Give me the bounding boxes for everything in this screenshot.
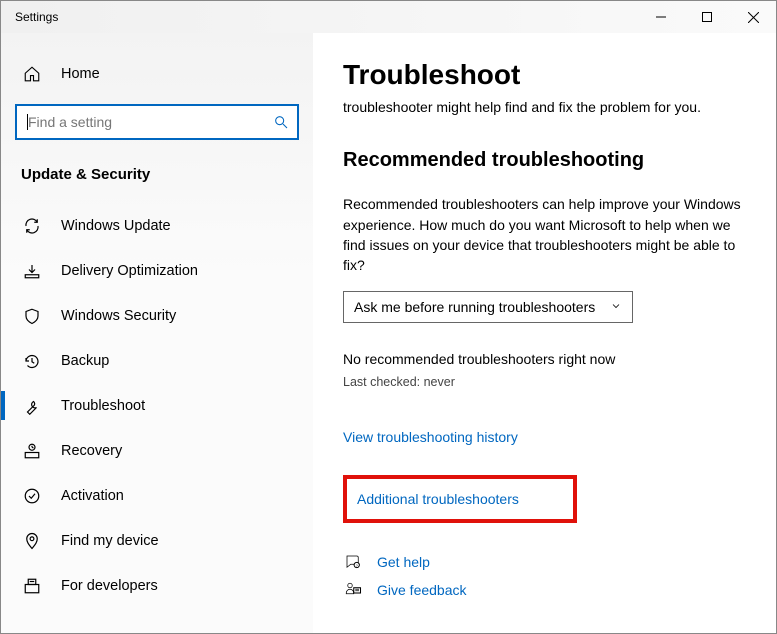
window-title: Settings: [1, 10, 638, 24]
page-title: Troubleshoot: [343, 59, 746, 91]
section-heading: Recommended troubleshooting: [343, 149, 746, 172]
sidebar-item-label: Delivery Optimization: [61, 263, 198, 279]
sidebar-item-label: Activation: [61, 488, 124, 504]
sidebar-item-label: For developers: [61, 578, 158, 594]
chevron-down-icon: [610, 299, 622, 315]
sidebar-item-delivery-optimization[interactable]: Delivery Optimization: [1, 248, 313, 293]
sidebar-item-label: Recovery: [61, 443, 122, 459]
home-icon: [21, 65, 43, 83]
location-icon: [21, 532, 43, 550]
sidebar-item-label: Troubleshoot: [61, 398, 145, 414]
sidebar-item-troubleshoot[interactable]: Troubleshoot: [1, 383, 313, 428]
nav-home[interactable]: Home: [1, 51, 313, 96]
give-feedback-label: Give feedback: [377, 582, 467, 598]
svg-text:?: ?: [356, 564, 358, 568]
sidebar-item-backup[interactable]: Backup: [1, 338, 313, 383]
developers-icon: [21, 577, 43, 595]
sidebar-item-label: Find my device: [61, 533, 159, 549]
chat-icon: ?: [343, 553, 363, 571]
sidebar-item-label: Windows Security: [61, 308, 176, 324]
sidebar-item-windows-security[interactable]: Windows Security: [1, 293, 313, 338]
close-button[interactable]: [730, 1, 776, 33]
backup-icon: [21, 352, 43, 370]
search-box[interactable]: [15, 104, 299, 140]
sidebar-item-find-my-device[interactable]: Find my device: [1, 518, 313, 563]
sidebar-item-recovery[interactable]: Recovery: [1, 428, 313, 473]
search-icon: [273, 114, 289, 130]
sidebar-item-label: Windows Update: [61, 218, 171, 234]
additional-troubleshooters-link[interactable]: Additional troubleshooters: [343, 475, 577, 523]
status-text: No recommended troubleshooters right now: [343, 351, 746, 367]
intro-text: troubleshooter might help find and fix t…: [343, 97, 746, 117]
delivery-icon: [21, 262, 43, 280]
category-header: Update & Security: [1, 160, 313, 203]
minimize-button[interactable]: [638, 1, 684, 33]
sidebar-item-label: Backup: [61, 353, 109, 369]
give-feedback-link[interactable]: Give feedback: [343, 581, 746, 599]
sync-icon: [21, 217, 43, 235]
nav-home-label: Home: [61, 66, 100, 82]
troubleshoot-preference-dropdown[interactable]: Ask me before running troubleshooters: [343, 291, 633, 323]
get-help-label: Get help: [377, 554, 430, 570]
sidebar-item-for-developers[interactable]: For developers: [1, 563, 313, 608]
status-subtext: Last checked: never: [343, 375, 746, 389]
maximize-button[interactable]: [684, 1, 730, 33]
check-circle-icon: [21, 487, 43, 505]
section-description: Recommended troubleshooters can help imp…: [343, 194, 746, 275]
recovery-icon: [21, 442, 43, 460]
feedback-icon: [343, 581, 363, 599]
sidebar: Home Update & Security Windows Update De…: [1, 33, 313, 633]
title-bar: Settings: [1, 1, 776, 33]
search-input[interactable]: [28, 114, 271, 130]
shield-icon: [21, 307, 43, 325]
get-help-link[interactable]: ? Get help: [343, 553, 746, 571]
sidebar-item-windows-update[interactable]: Windows Update: [1, 203, 313, 248]
history-link[interactable]: View troubleshooting history: [343, 429, 746, 445]
wrench-icon: [21, 397, 43, 415]
dropdown-value: Ask me before running troubleshooters: [354, 299, 595, 315]
sidebar-item-activation[interactable]: Activation: [1, 473, 313, 518]
main-content: Troubleshoot troubleshooter might help f…: [313, 33, 776, 633]
